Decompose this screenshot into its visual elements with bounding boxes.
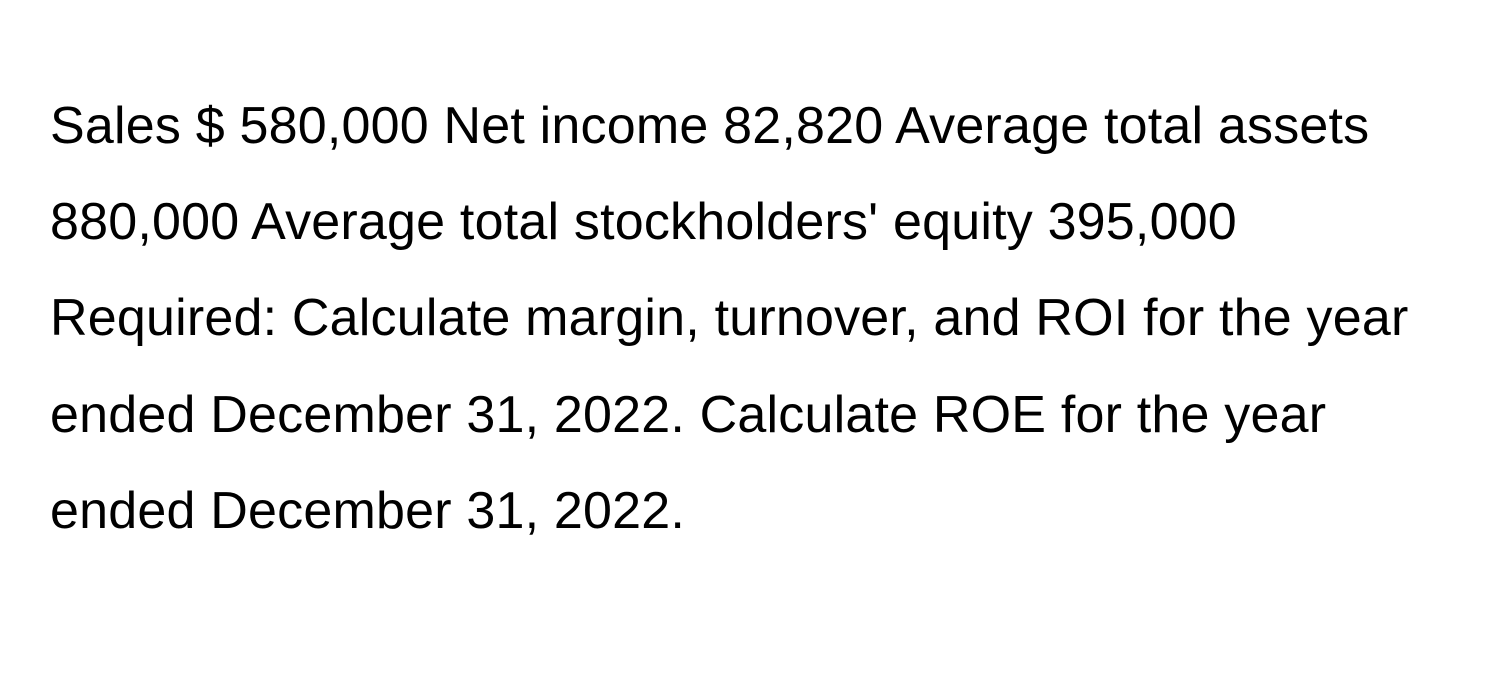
problem-statement: Sales $ 580,000 Net income 82,820 Averag… [50,78,1450,559]
